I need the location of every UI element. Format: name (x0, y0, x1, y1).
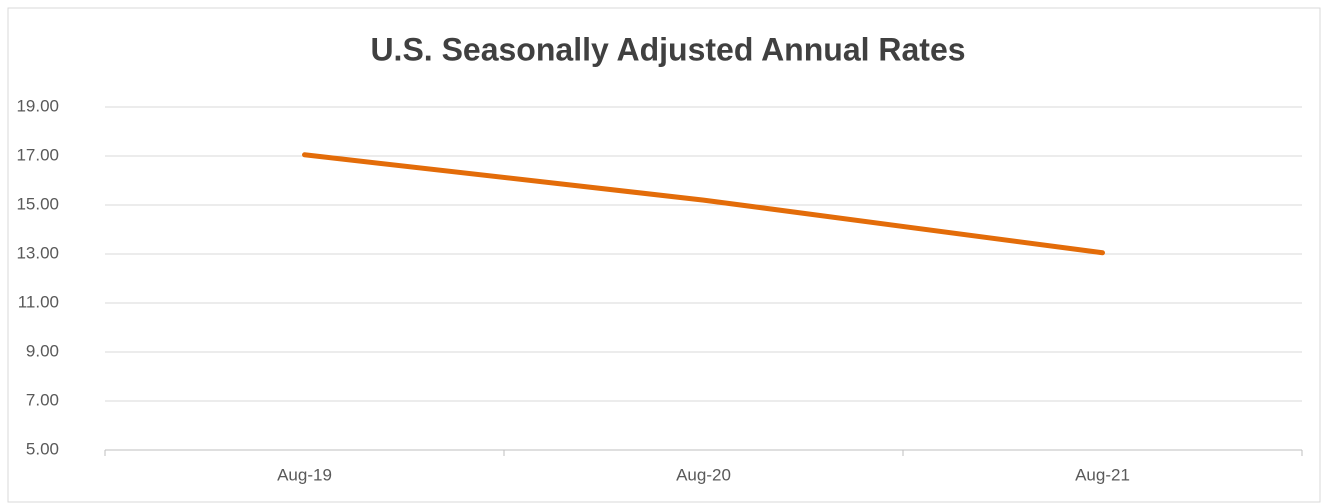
y-tick-label: 19.00 (16, 96, 59, 115)
y-tick-label: 9.00 (26, 341, 59, 360)
x-tick-label: Aug-19 (277, 465, 332, 484)
y-tick-label: 5.00 (26, 439, 59, 458)
line-series (302, 152, 1105, 256)
chart-title: U.S. Seasonally Adjusted Annual Rates (370, 31, 965, 67)
y-tick-label: 15.00 (16, 194, 59, 213)
y-tick-label: 11.00 (18, 292, 59, 311)
x-tick-label: Aug-21 (1075, 465, 1130, 484)
y-tick-label: 13.00 (16, 243, 59, 262)
y-tick-label: 17.00 (16, 145, 59, 164)
y-tick-label: 7.00 (26, 390, 59, 409)
chart-border (7, 7, 1321, 503)
x-tick-label: Aug-20 (676, 465, 731, 484)
